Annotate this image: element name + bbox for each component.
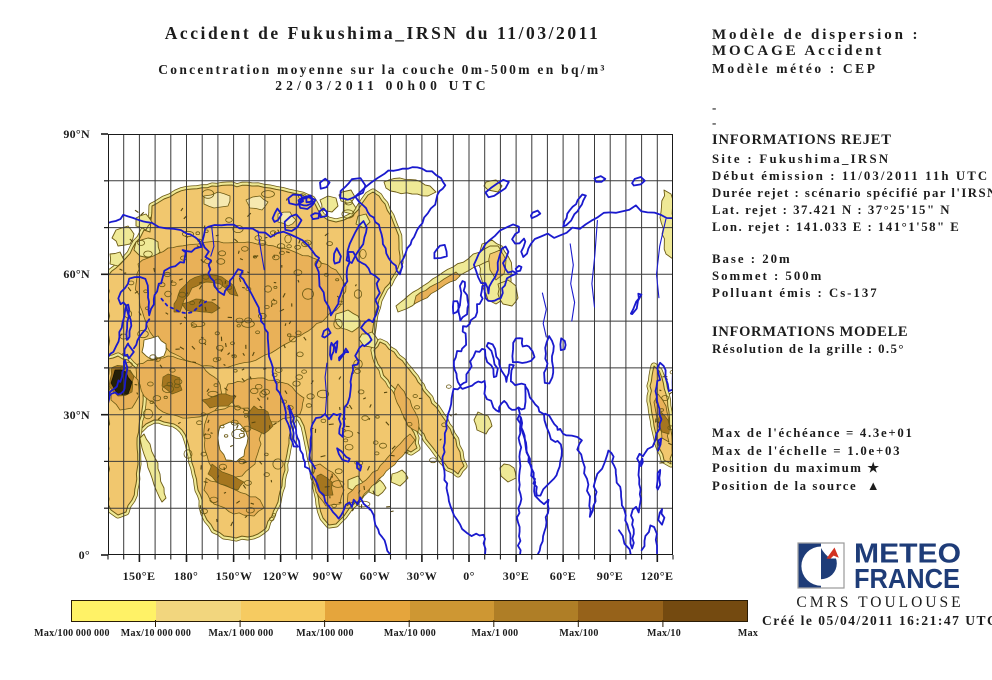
svg-text:METEO: METEO: [854, 542, 961, 569]
svg-text:FRANCE: FRANCE: [854, 563, 960, 592]
